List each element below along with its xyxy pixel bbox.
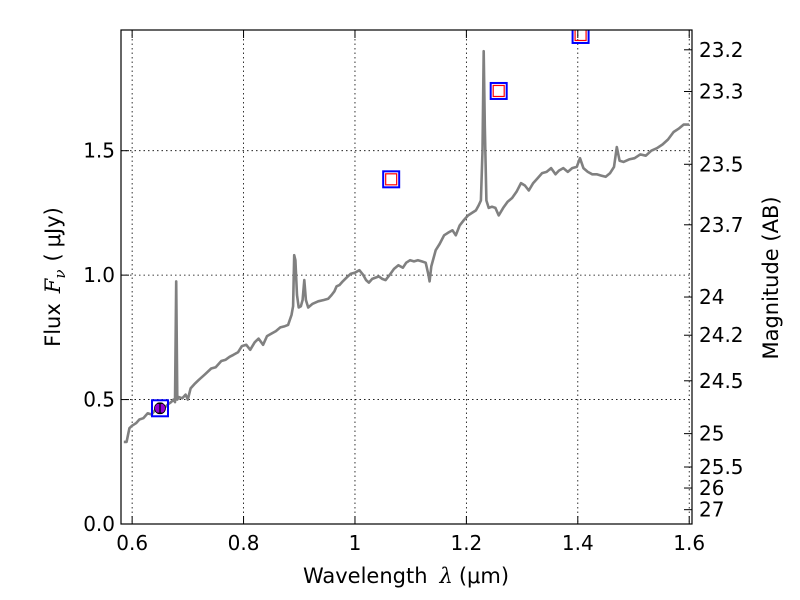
upper-limit-marker [574,30,587,42]
model-band-flux-square [382,170,401,189]
y-axis-unit-open: ( [41,253,65,261]
x-tick-label: 0.8 [228,531,260,555]
magnitude-tick-label: 24.5 [699,369,744,393]
plot-area [123,30,690,444]
x-axis-unit-open: ( [459,564,467,588]
y-axis-subscript: ν [51,270,69,279]
x-tick-label: 1 [349,531,362,555]
x-axis-label-text: Wavelength [303,564,428,588]
magnitude-tick-label: 23.3 [699,80,744,104]
y-axis-symbol: F [41,277,65,294]
model-band-flux-square [150,399,169,418]
y-tick-label: 1.5 [83,139,115,163]
axis-ticks: 0.6 0.8 1 1.2 1.4 1.6 0.0 0.5 1.0 1.5 23.2 23.3 23.5… [83,30,744,555]
x-axis-unit-close: ) [501,564,509,588]
magnitude-tick-label: 23.5 [699,152,744,176]
x-tick-label: 1.2 [450,531,482,555]
y-tick-label: 0.0 [83,512,115,536]
y-axis-unit-close: ) [41,207,65,215]
y-axis-label: Flux Fν ( μJy) [41,207,69,347]
x-tick-label: 0.6 [116,531,148,555]
plot-frame [120,29,693,525]
y-tick-label: 1.0 [83,263,115,287]
model-band-flux-square [571,30,590,44]
model-band-flux-square [489,81,508,100]
x-tick-label: 1.4 [562,531,594,555]
magnitude-tick-label: 24 [699,285,724,309]
magnitude-tick-label: 27 [699,498,724,522]
x-tick-label: 1.6 [673,531,705,555]
magnitude-tick-label: 23.7 [699,213,744,237]
x-axis-unit: μm [467,564,501,588]
upper-limit-marker [385,173,398,186]
magnitude-axis-label: Magnitude (AB) [759,196,783,359]
y-axis-label-text: Flux [41,303,65,347]
y-axis-unit: μJy [41,215,65,247]
x-axis-label: Wavelength λ (μm) [303,564,509,588]
magnitude-tick-label: 26 [699,476,724,500]
y-tick-label: 0.5 [83,388,115,412]
upper-limit-marker [492,84,505,98]
magnitude-tick-label: 24.2 [699,323,744,347]
photometry-markers [150,30,590,418]
spectrum-line [123,49,690,444]
magnitude-tick-label: 25 [699,422,724,446]
magnitude-tick-label: 25.5 [699,455,744,479]
magnitude-tick-label: 23.2 [699,38,744,62]
x-axis-symbol: λ [439,564,453,588]
